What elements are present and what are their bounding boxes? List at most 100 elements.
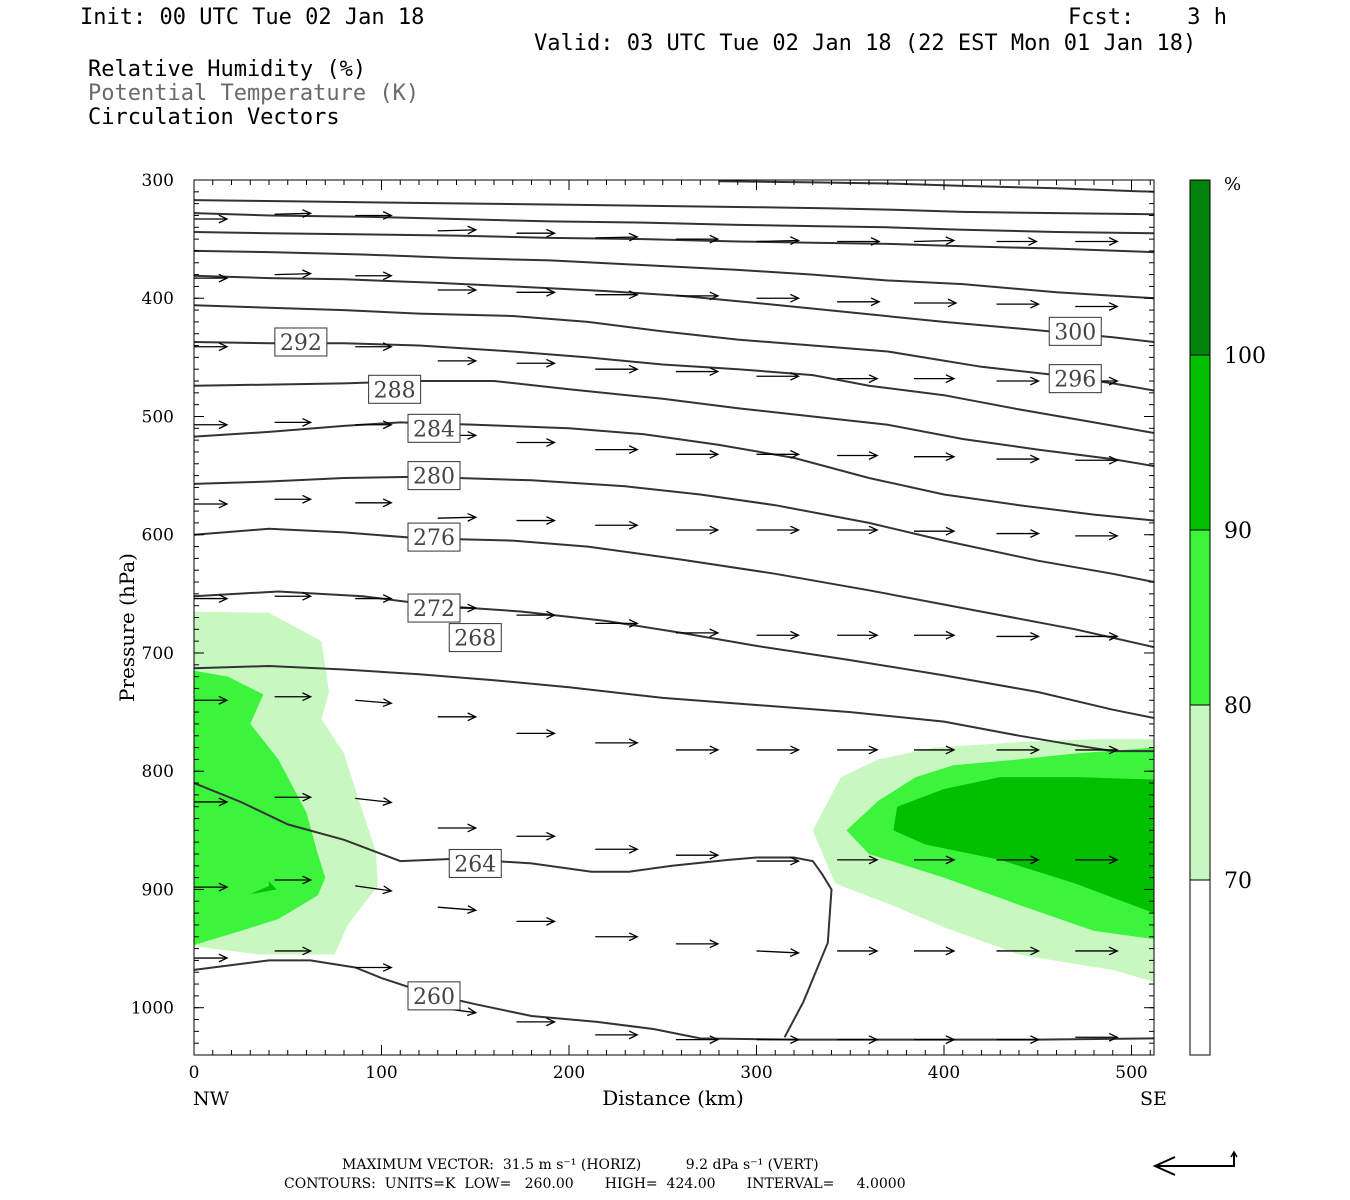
circulation-vector [756, 371, 801, 381]
circulation-vector [274, 209, 313, 218]
circulation-vector [516, 728, 557, 738]
circulation-vector [675, 1035, 720, 1045]
circulation-vector [355, 963, 393, 972]
rh-shading-layer [194, 611, 1154, 982]
circulation-vector [1075, 946, 1119, 956]
svg-text:300: 300 [1054, 320, 1096, 345]
svg-text:268: 268 [454, 627, 496, 652]
field-label-rh: Relative Humidity (%) [88, 57, 367, 82]
contour-label-284: 284 [407, 413, 461, 443]
x-tick-label: 400 [928, 1063, 960, 1083]
circulation-vector [756, 449, 801, 459]
circulation-vector [355, 271, 393, 281]
rh-area-90-1 [893, 777, 1154, 914]
colorbar-segment [1190, 880, 1210, 1055]
circulation-vector [837, 1035, 879, 1045]
circulation-vector [1075, 531, 1119, 541]
circulation-vector [996, 946, 1041, 956]
circulation-vector [516, 916, 557, 926]
circulation-vector [675, 745, 720, 755]
circulation-vector [274, 946, 313, 956]
circulation-vector [595, 232, 639, 242]
svg-text:264: 264 [454, 852, 496, 877]
valid-time-label: Valid: 03 UTC Tue 02 Jan 18 (22 EST Mon … [534, 31, 1197, 56]
circulation-vector [837, 374, 879, 384]
contour-label-268: 268 [448, 623, 502, 653]
contour-label-296: 296 [1048, 364, 1102, 394]
circulation-vector [595, 738, 639, 748]
x-axis-title: Distance (km) [602, 1086, 744, 1110]
circulation-vector [837, 745, 879, 755]
circulation-vector [595, 844, 639, 854]
circulation-vector [194, 273, 229, 283]
circulation-vector [675, 525, 720, 535]
circulation-vector [274, 494, 313, 504]
circulation-vector [194, 214, 229, 224]
theta-contour-280 [194, 475, 1154, 583]
circulation-vector [355, 885, 393, 895]
theta-contour-260 [194, 959, 1154, 1041]
circulation-vector [996, 631, 1041, 641]
circulation-vector [675, 939, 720, 949]
theta-contour-268 [194, 664, 1154, 753]
circulation-vector [756, 856, 801, 866]
circulation-vector [516, 831, 557, 841]
colorbar-level-label: 80 [1224, 694, 1252, 719]
x-tick-label: 100 [365, 1063, 397, 1083]
y-tick-label: 1000 [131, 999, 174, 1019]
circulation-vector [914, 452, 956, 462]
svg-text:276: 276 [413, 526, 455, 551]
circulation-vector [274, 417, 313, 427]
circulation-vector [837, 855, 879, 865]
circulation-vector [437, 285, 478, 295]
circulation-vector [996, 299, 1041, 309]
svg-text:292: 292 [280, 331, 322, 356]
circulation-vector [595, 445, 639, 455]
circulation-vector [274, 875, 313, 885]
circulation-vector [914, 630, 956, 640]
circulation-vector [194, 797, 229, 807]
y-tick-label: 400 [142, 289, 174, 309]
contour-label-layer: 260 264 268 272 276 280 284 288 292 296 300 [274, 316, 1102, 1011]
forecast-hour-label: Fcst: 3 h [1068, 5, 1227, 30]
contour-label-272: 272 [407, 593, 461, 623]
theta-contour-upper-13 [194, 212, 1154, 235]
circulation-vector [837, 451, 879, 460]
theta-contour-296 [194, 304, 1154, 392]
y-tick-label: 500 [142, 407, 174, 427]
vector-scale-arrow [1155, 1153, 1235, 1167]
svg-text:288: 288 [374, 378, 416, 403]
circulation-vector [837, 525, 879, 535]
circulation-vector [516, 516, 557, 525]
colorbar-segment [1190, 180, 1210, 355]
circulation-vector [274, 591, 313, 601]
circulation-vector [1075, 455, 1119, 465]
svg-text:280: 280 [413, 465, 455, 490]
circulation-vector [595, 290, 639, 300]
contour-label-288: 288 [368, 374, 422, 404]
y-tick-label: 800 [142, 762, 174, 782]
circulation-vector [1075, 745, 1119, 755]
circulation-vector [913, 236, 956, 246]
circulation-vector [914, 855, 956, 865]
circulation-vector [194, 342, 229, 352]
circulation-vector [437, 512, 478, 522]
theta-contour-284 [194, 421, 1154, 522]
circulation-vector [914, 374, 956, 384]
x-tick-label: 0 [189, 1063, 200, 1083]
x-tick-label: 500 [1115, 1063, 1147, 1083]
circulation-vector [194, 695, 229, 705]
vector-scale-key [1152, 1150, 1238, 1176]
circulation-vector [437, 712, 478, 722]
circulation-vector [274, 692, 313, 702]
circulation-vector [756, 745, 801, 755]
colorbar-frame [1189, 179, 1211, 1056]
field-label-vectors: Circulation Vectors [88, 105, 340, 130]
y-tick-label: 600 [142, 526, 174, 546]
contour-label-276: 276 [407, 522, 461, 552]
theta-contour-upper-12 [194, 231, 1154, 254]
circulation-vector [355, 342, 393, 352]
svg-text:284: 284 [413, 417, 455, 442]
circulation-vector [516, 228, 557, 238]
x-end-label-right: SE [1140, 1088, 1167, 1110]
